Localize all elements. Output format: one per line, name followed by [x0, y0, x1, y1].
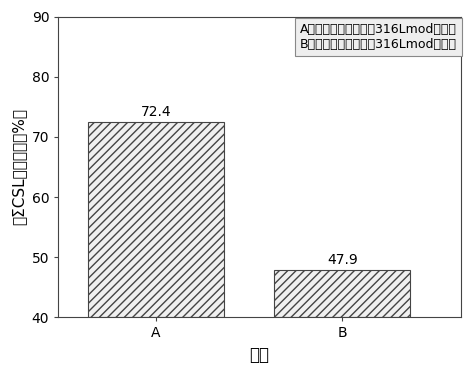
Text: A：经本工艺处理后的316Lmod不锈錢
B：未经本工艺处理的316Lmod不锈錢: A：经本工艺处理后的316Lmod不锈錢 B：未经本工艺处理的316Lmod不锈…	[300, 22, 457, 51]
Bar	[274, 270, 410, 317]
Text: 47.9: 47.9	[327, 253, 358, 267]
Bar	[88, 123, 224, 317]
Y-axis label: 低ΣCSL晶界比例（%）: 低ΣCSL晶界比例（%）	[11, 108, 26, 225]
X-axis label: 样品: 样品	[250, 346, 270, 364]
Text: 72.4: 72.4	[141, 105, 171, 120]
